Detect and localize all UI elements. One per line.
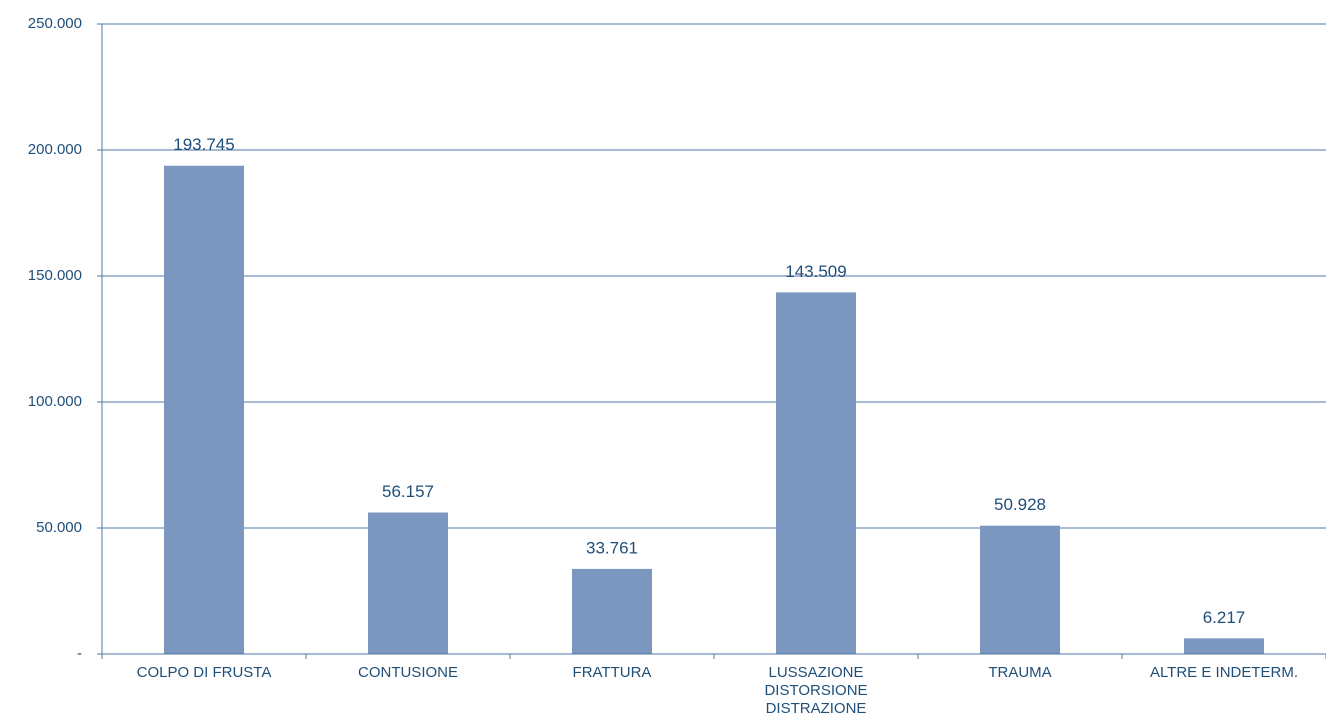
x-tick-label: FRATTURA — [572, 664, 652, 681]
x-tick-label: TRAUMA — [988, 664, 1052, 681]
y-tick-label: 150.000 — [28, 267, 82, 284]
y-tick-label: 100.000 — [28, 393, 82, 410]
bar — [164, 165, 244, 654]
bar — [368, 512, 448, 654]
data-label: 50.928 — [994, 495, 1046, 514]
data-label: 6.217 — [1203, 608, 1246, 627]
x-tick-label: CONTUSIONE — [357, 664, 458, 681]
bar — [572, 568, 652, 654]
data-label: 56.157 — [382, 482, 434, 501]
y-tick-label: 250.000 — [28, 15, 82, 32]
x-tick-label: LUSSAZIONE DISTORSIONE DISTRAZIONE — [764, 664, 868, 717]
bar — [980, 525, 1060, 654]
y-tick-label: 200.000 — [28, 141, 82, 158]
y-tick-label: - — [77, 645, 82, 662]
bar — [776, 292, 856, 654]
data-label: 143.509 — [785, 262, 846, 281]
data-label: 193.745 — [173, 135, 234, 154]
data-label: 33.761 — [586, 538, 638, 557]
x-tick-label: ALTRE E INDETERM. — [1149, 664, 1299, 681]
y-tick-label: 50.000 — [36, 519, 82, 536]
bar — [1184, 638, 1264, 654]
x-tick-label: COLPO DI FRUSTA — [136, 664, 272, 681]
